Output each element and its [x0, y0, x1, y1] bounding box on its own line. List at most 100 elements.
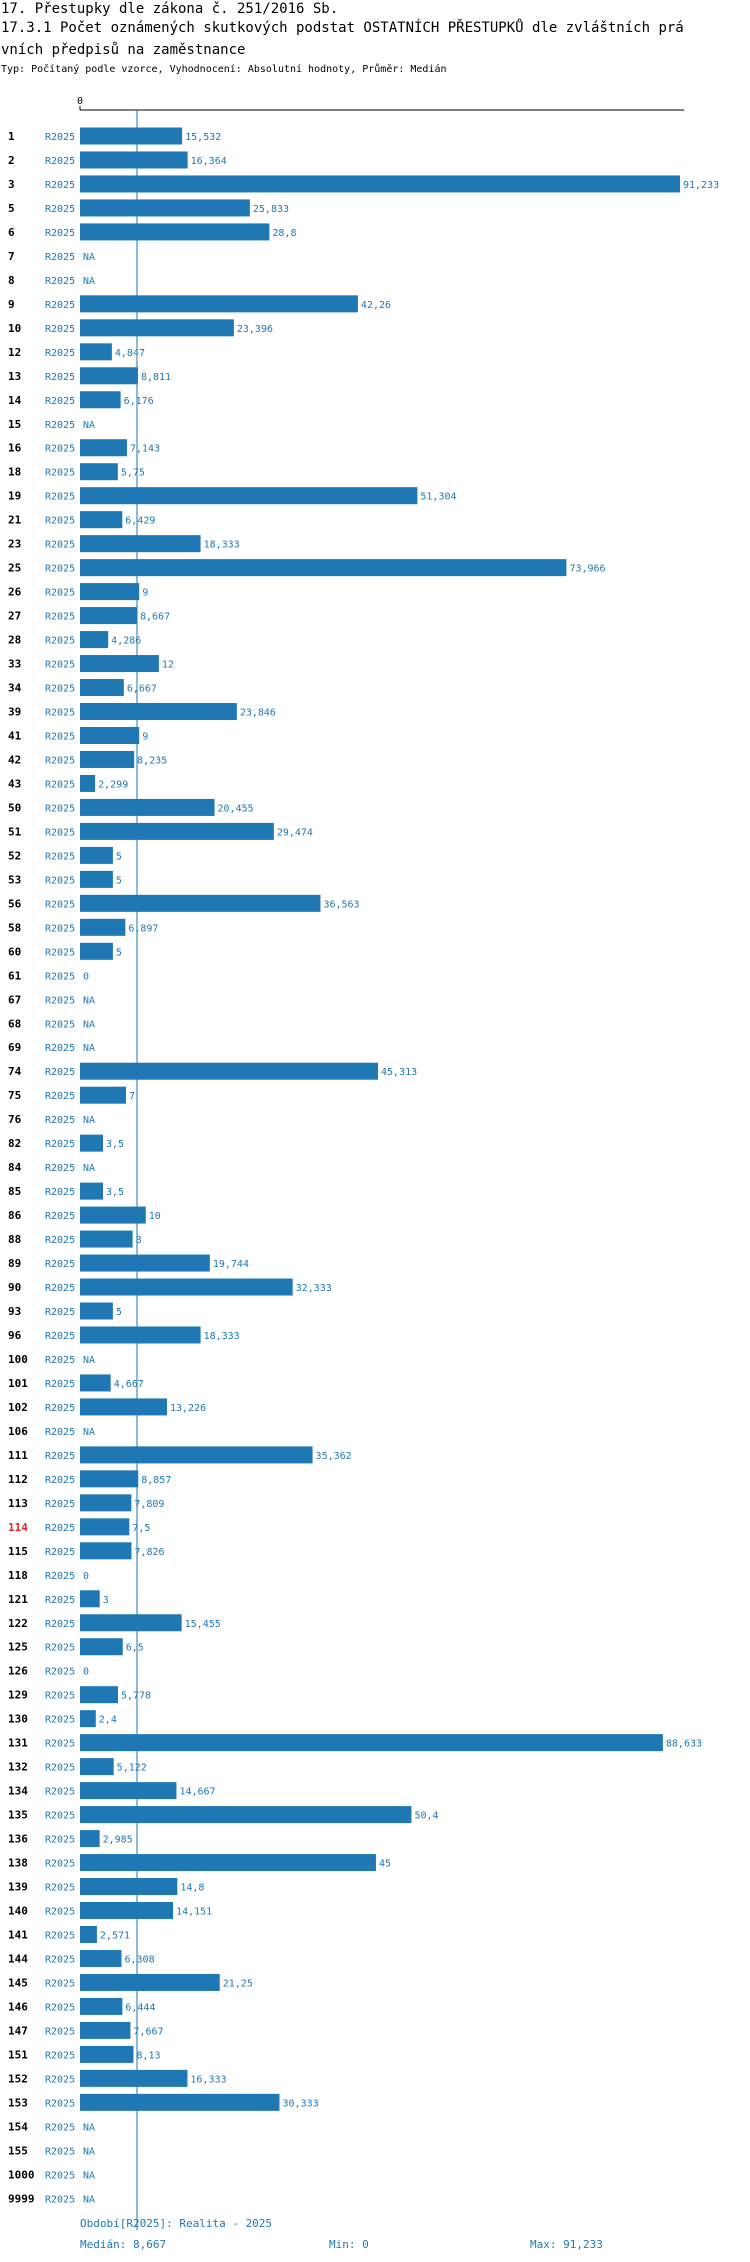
bar — [80, 1758, 114, 1776]
series-label: R2025 — [45, 1811, 75, 1822]
bar — [80, 607, 137, 625]
data-label: 9 — [142, 731, 148, 742]
data-label: 6,308 — [124, 1954, 154, 1965]
data-label: 30,333 — [282, 2098, 318, 2109]
category-label: 50 — [8, 801, 21, 814]
category-label: 151 — [8, 2048, 28, 2061]
bar — [80, 1230, 133, 1248]
bar — [80, 2021, 131, 2039]
category-label: 115 — [8, 1545, 28, 1558]
data-label: 28,8 — [272, 228, 296, 239]
bar — [80, 559, 567, 577]
data-label: 14,667 — [179, 1787, 215, 1798]
data-label: 35,362 — [316, 1451, 352, 1462]
series-label: R2025 — [45, 132, 75, 143]
data-label: 5,122 — [117, 1763, 147, 1774]
series-label: R2025 — [45, 1475, 75, 1486]
category-label: 146 — [8, 2000, 28, 2013]
bar — [80, 1374, 111, 1392]
category-label: 132 — [8, 1761, 28, 1774]
data-label: 2,571 — [100, 1930, 130, 1941]
bar — [80, 535, 201, 553]
data-label: 32,333 — [296, 1283, 332, 1294]
bar — [80, 1278, 293, 1296]
category-label: 68 — [8, 1017, 21, 1030]
category-label: 96 — [8, 1329, 22, 1342]
bar — [80, 655, 159, 673]
series-label: R2025 — [45, 2194, 75, 2205]
category-label: 34 — [8, 682, 22, 695]
data-label: 16,333 — [190, 2074, 226, 2085]
bar — [80, 870, 113, 888]
category-label: 76 — [8, 1113, 22, 1126]
category-label: 121 — [8, 1593, 28, 1606]
bar — [80, 367, 138, 385]
series-label: R2025 — [45, 1907, 75, 1918]
category-label: 18 — [8, 466, 21, 479]
series-label: R2025 — [45, 1211, 75, 1222]
data-label: 3,5 — [106, 1187, 124, 1198]
category-label: 154 — [8, 2120, 28, 2133]
data-label: 5 — [116, 947, 122, 958]
series-label: R2025 — [45, 204, 75, 215]
data-label: 8,667 — [140, 612, 170, 623]
series-label: R2025 — [45, 1835, 75, 1846]
bar — [80, 1734, 663, 1752]
series-label: R2025 — [45, 1259, 75, 1270]
data-label: 23,396 — [237, 324, 273, 335]
data-label: NA — [83, 2170, 95, 2181]
category-label: 100 — [8, 1353, 28, 1366]
category-label: 33 — [8, 658, 21, 671]
max-label: Max: 91,233 — [530, 2238, 603, 2251]
series-label: R2025 — [45, 1787, 75, 1798]
category-label: 74 — [8, 1065, 22, 1078]
bar — [80, 1086, 127, 1104]
series-label: R2025 — [45, 1619, 75, 1630]
series-label: R2025 — [45, 2122, 75, 2133]
bar — [80, 2093, 280, 2111]
series-label: R2025 — [45, 1523, 75, 1534]
category-label: 93 — [8, 1305, 21, 1318]
category-label: 53 — [8, 873, 21, 886]
category-label: 82 — [8, 1137, 21, 1150]
category-label: 114 — [8, 1521, 28, 1534]
series-label: R2025 — [45, 468, 75, 479]
bar — [80, 1902, 174, 1920]
category-label: 90 — [8, 1281, 21, 1294]
data-label: 15,532 — [185, 132, 221, 143]
bar — [80, 151, 188, 169]
category-label: 28 — [8, 634, 21, 647]
series-label: R2025 — [45, 492, 75, 503]
series-label: R2025 — [45, 564, 75, 575]
category-label: 155 — [8, 2144, 28, 2157]
category-label: 145 — [8, 1976, 28, 1989]
series-label: R2025 — [45, 348, 75, 359]
bar — [80, 918, 126, 936]
series-label: R2025 — [45, 228, 75, 239]
series-label: R2025 — [45, 540, 75, 551]
bar — [80, 1638, 123, 1656]
data-label: 4,667 — [114, 1379, 144, 1390]
category-label: 129 — [8, 1689, 28, 1702]
bar — [80, 1997, 123, 2015]
category-label: 58 — [8, 921, 21, 934]
data-label: 2,4 — [99, 1715, 117, 1726]
data-label: 4,286 — [111, 636, 141, 647]
category-label: 10 — [8, 322, 21, 335]
data-label: 45,313 — [381, 1067, 417, 1078]
category-label: 147 — [8, 2024, 28, 2037]
category-label: 14 — [8, 394, 22, 407]
series-label: R2025 — [45, 1691, 75, 1702]
series-label: R2025 — [45, 1883, 75, 1894]
series-label: R2025 — [45, 420, 75, 431]
series-label: R2025 — [45, 1715, 75, 1726]
category-label: 84 — [8, 1161, 22, 1174]
data-label: 7,143 — [130, 444, 160, 455]
category-label: 144 — [8, 1952, 28, 1965]
x-axis-zero-label: 0 — [77, 96, 83, 107]
data-label: NA — [83, 2194, 95, 2205]
bar — [80, 223, 270, 241]
data-label: 36,563 — [323, 899, 359, 910]
bar — [80, 1542, 132, 1560]
category-label: 15 — [8, 418, 21, 431]
